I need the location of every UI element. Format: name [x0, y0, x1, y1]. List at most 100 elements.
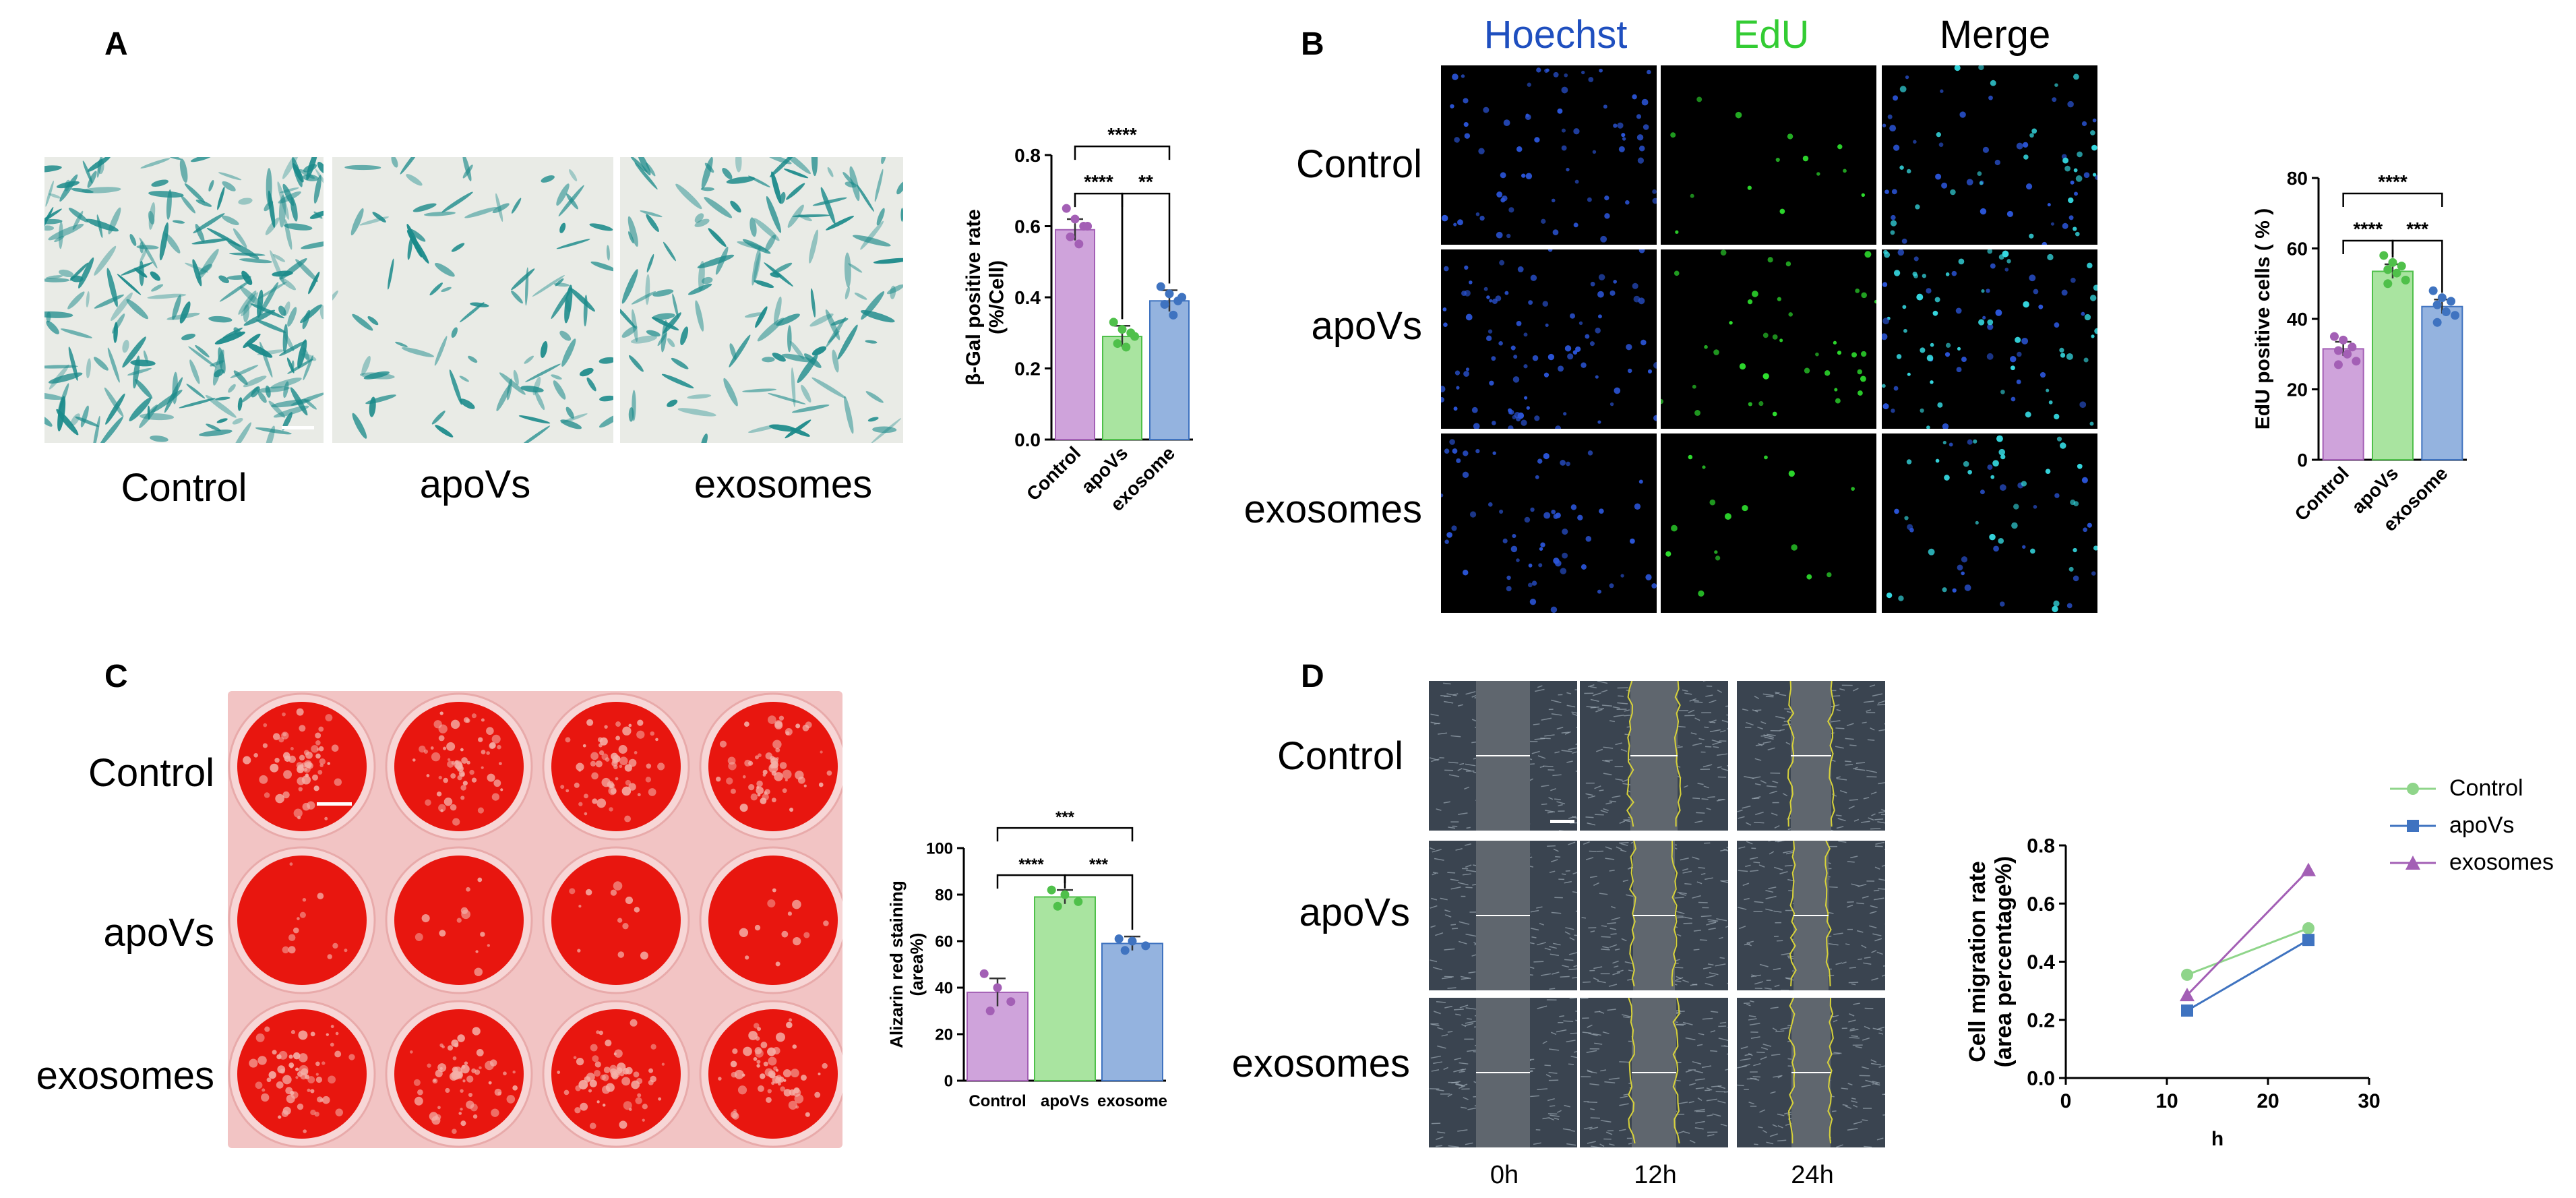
cell-nuclei-icon — [1886, 435, 2097, 613]
significance-bracket — [1121, 192, 1171, 284]
fluorescence-micrograph — [1661, 65, 1876, 245]
beta-gal-bar-chart: 0.0 0.2 0.4 0.6 0.8 β-Gal positive rate(%/Cel… — [962, 124, 1193, 515]
scale-bar — [1550, 820, 1574, 823]
bar-apovs — [1034, 896, 1096, 1081]
row-b-exosomes: exosomes — [1244, 487, 1422, 531]
data-point — [1083, 222, 1093, 231]
data-point — [1070, 214, 1080, 224]
data-point — [2397, 262, 2406, 271]
data-point — [1169, 310, 1178, 320]
culture-plate — [228, 691, 842, 1148]
y-tick-label: 60 — [935, 932, 953, 951]
beta-gal-stain-micrograph-icon — [332, 157, 613, 443]
data-point — [2437, 293, 2447, 303]
y-tick-label: 0.8 — [1014, 145, 1041, 166]
y-tick-label: 20 — [935, 1025, 953, 1044]
data-point — [985, 1007, 995, 1015]
data-point — [2451, 311, 2460, 320]
significance-bracket — [2342, 192, 2443, 207]
y-axis-label: EdU positive cells ( % ) — [2252, 208, 2274, 429]
data-point — [2181, 968, 2193, 981]
row-b-apovs: apoVs — [1311, 304, 1422, 348]
bar-control — [2322, 348, 2364, 460]
bar-apovs — [2372, 270, 2414, 460]
legend-label: apoVs — [2449, 812, 2515, 838]
chart-legend: Control apoVs exosomes — [2386, 775, 2561, 897]
data-point — [1141, 941, 1151, 951]
data-point — [2428, 286, 2438, 295]
data-point — [2388, 258, 2397, 267]
data-point — [2302, 922, 2314, 934]
beta-gal-stain-micrograph-icon — [620, 157, 903, 443]
scale-bar — [282, 426, 314, 429]
legend-item-apovs: apoVs — [2386, 812, 2514, 839]
y-tick-label: 0.0 — [1014, 429, 1041, 450]
wound-edge-icon — [1580, 998, 1728, 1147]
wound-edge-icon — [1430, 841, 1577, 990]
data-point — [2379, 251, 2389, 260]
significance-label: **** — [2378, 171, 2408, 192]
y-tick-label: 40 — [2287, 309, 2308, 330]
data-point — [1130, 332, 1140, 341]
bar-control — [1055, 229, 1095, 440]
y-axis-label: Cell migration rate(area percentage%) — [1965, 856, 2017, 1068]
panel-letter-d: D — [1301, 659, 1324, 694]
data-point — [2333, 360, 2343, 369]
fluorescence-micrograph — [1661, 433, 1876, 613]
data-point — [2329, 332, 2339, 341]
micrograph-a-exosomes — [620, 157, 903, 443]
legend-label: Control — [2449, 775, 2523, 801]
y-tick-label: 0.6 — [1014, 216, 1041, 237]
data-point — [1128, 936, 1137, 946]
micrograph-a-control — [44, 157, 324, 443]
data-point — [2383, 279, 2393, 289]
cell-nuclei-icon — [1441, 249, 1657, 429]
scale-bar — [317, 802, 352, 806]
wound-edge-icon — [1584, 681, 1728, 831]
bar-control — [967, 991, 1029, 1081]
micrograph-a-apovs — [332, 157, 613, 443]
data-point — [1117, 324, 1127, 334]
scratch-micrograph — [1737, 681, 1885, 831]
data-point — [2343, 349, 2352, 359]
x-tick-label: 20 — [2257, 1090, 2279, 1112]
fluorescence-micrograph — [1441, 433, 1657, 613]
triangle-marker-icon — [2390, 855, 2436, 870]
edu-bar-chart: 0 20 40 60 80 EdU positive cells ( % ) Control… — [2252, 168, 2467, 535]
fluorescence-micrograph — [1882, 433, 2097, 613]
wound-edge-icon — [1737, 681, 1885, 831]
y-tick-label: 100 — [926, 839, 953, 858]
scratch-micrograph — [1429, 841, 1577, 990]
panel-letter-b: B — [1301, 26, 1324, 62]
data-point — [1053, 901, 1062, 911]
y-tick-label: 20 — [2287, 379, 2308, 400]
y-axis-label: Alizarin red staining(area%) — [886, 880, 927, 1048]
wound-edge-icon — [1581, 841, 1728, 990]
wound-edge-icon — [1430, 681, 1577, 831]
beta-gal-stain-micrograph-icon — [44, 157, 324, 443]
data-point — [1062, 204, 1071, 213]
y-tick-label: 80 — [2287, 168, 2308, 189]
x-tick-label: exosome — [1097, 1092, 1167, 1110]
y-axis-label: β-Gal positive rate(%/Cell) — [962, 209, 1008, 386]
significance-label: *** — [1055, 808, 1075, 827]
data-point — [2383, 265, 2393, 274]
bar-apovs — [1102, 336, 1142, 440]
series-line-control — [2186, 927, 2309, 976]
data-point — [2432, 300, 2442, 309]
row-c-control: Control — [88, 751, 214, 795]
legend-item-control: Control — [2386, 775, 2523, 802]
data-point — [2441, 307, 2451, 317]
wound-edge-icon — [1737, 998, 1885, 1147]
data-point — [1047, 885, 1056, 895]
cell-nuclei-icon — [1441, 439, 1657, 613]
time-24h: 24h — [1791, 1161, 1834, 1189]
wound-edge-icon — [1738, 841, 1885, 990]
y-tick-label: 0.0 — [2027, 1068, 2055, 1090]
alizarin-bar-chart: 0 20 40 60 80 100 Alizarin red staining(area%)… — [886, 808, 1167, 1110]
scratch-micrograph — [1580, 841, 1728, 990]
row-d-apovs: apoVs — [1299, 891, 1410, 934]
data-point — [2348, 342, 2357, 352]
label-a-exosomes: exosomes — [694, 462, 873, 506]
time-0h: 0h — [1490, 1161, 1519, 1189]
